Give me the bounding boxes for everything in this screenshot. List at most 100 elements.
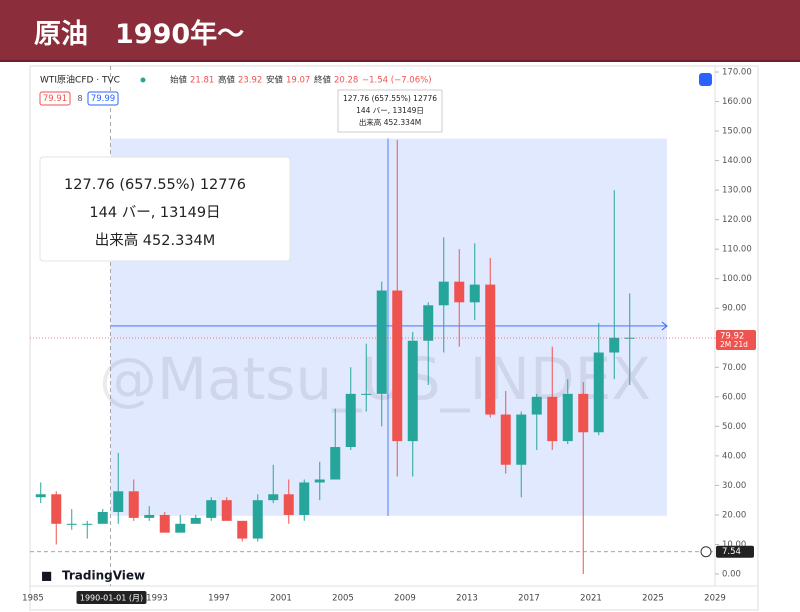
candle-body [469, 284, 480, 303]
candle-body [516, 414, 527, 465]
y-tick-label: 100.00 [722, 274, 752, 284]
measure-text-small: 144 バー, 13149日 [356, 106, 424, 115]
candle-body [144, 514, 155, 518]
ohlc-label: 高値 [218, 75, 236, 86]
y-tick-label: 30.00 [722, 481, 746, 491]
x-tick-label: 2025 [642, 594, 664, 604]
countdown-label: 2M 21d [720, 340, 748, 349]
y-tick-label: 150.00 [722, 127, 752, 137]
candle-body [159, 514, 170, 533]
ohlc-value: 21.81 [190, 76, 214, 86]
ohlc-value: 20.28 [334, 76, 358, 86]
last-price-label: 79.92 [720, 332, 744, 342]
y-tick-label: 120.00 [722, 215, 752, 225]
candle-body [175, 523, 186, 533]
symbol: WTI原油CFD · TVC [40, 74, 120, 86]
candle-body [407, 340, 418, 442]
crosshair-date-tag [76, 591, 147, 604]
candle-body [268, 494, 279, 501]
candle-body [562, 393, 573, 442]
x-tick-label: 1997 [208, 594, 230, 604]
candle-body [113, 491, 124, 512]
candle-body [593, 352, 604, 433]
candle-body [283, 494, 294, 515]
y-tick-label: 50.00 [722, 422, 746, 432]
ohlc-label: 終値 [314, 75, 332, 86]
measure-text-small: 出来高 452.334M [359, 117, 421, 127]
plus-button [700, 546, 712, 558]
candle-body [578, 393, 589, 433]
bid-box [39, 91, 71, 106]
candle-body [190, 517, 201, 524]
measure-arrow [661, 321, 668, 331]
brand: TradingView [62, 569, 145, 583]
ask: 79.99 [91, 94, 115, 104]
y-tick-label: 170.00 [722, 68, 752, 78]
x-tick-label: 2009 [394, 594, 416, 604]
candle-body [330, 447, 341, 480]
x-tick-label: 2021 [580, 594, 602, 604]
candle-body [82, 523, 93, 525]
x-tick-label: 2013 [456, 594, 478, 604]
candle-body [500, 414, 511, 465]
watermark: @Matsu_US_INDEX [99, 345, 651, 413]
measure-tooltip-large [39, 156, 291, 262]
candle-body [237, 520, 248, 539]
candle-body [361, 393, 372, 395]
spread: 8 [77, 94, 82, 103]
x-tick-label: 1993 [146, 594, 168, 604]
candle-body [609, 337, 620, 353]
y-tick-label: 20.00 [722, 510, 746, 520]
measure-text-small: 127.76 (657.55%) 12776 [343, 94, 437, 103]
candle-body [345, 393, 356, 448]
x-tick-label: 2017 [518, 594, 540, 604]
candle-body [66, 523, 77, 525]
measure-text-large: 144 バー, 13149日 [89, 205, 220, 221]
candle-body [51, 494, 62, 524]
ohlc-value: 23.92 [238, 76, 262, 86]
candle-body [438, 281, 449, 306]
candle-body [299, 482, 310, 515]
crosshair-price-label: 7.54 [722, 547, 741, 557]
header: 原油 1990年〜 [0, 0, 800, 62]
candle-body [624, 337, 635, 339]
ohlc-value: 19.07 [286, 76, 310, 86]
measure-text-large: 出来高 452.334M [95, 232, 216, 249]
y-tick-label: 60.00 [722, 392, 746, 402]
candle-body [454, 281, 465, 303]
y-tick-label: 130.00 [722, 186, 752, 196]
header-title: 原油 1990年〜 [34, 19, 245, 50]
last-price-tag [716, 330, 756, 351]
y-tick-label: 110.00 [722, 245, 752, 255]
x-tick-label: 2005 [332, 594, 354, 604]
candle-body [252, 500, 263, 539]
candle-body [531, 396, 542, 415]
measure-tooltip-small [337, 89, 443, 133]
y-tick-label: 70.00 [722, 363, 746, 373]
y-tick-label: 0.00 [722, 570, 741, 580]
x-tick-label: 2001 [270, 594, 292, 604]
ohlc-label: 始値 [170, 75, 188, 86]
candle-body [547, 396, 558, 442]
candle-body [35, 494, 46, 498]
candle-body [97, 511, 108, 524]
ohlc-label: 安値 [266, 75, 284, 86]
crosshair-price-tag [716, 545, 754, 558]
y-tick-label: 10.00 [722, 540, 746, 550]
candle-body [376, 290, 387, 394]
x-tick-label: 2029 [704, 594, 726, 604]
candle-body [314, 479, 325, 483]
y-tick-label: 40.00 [722, 451, 746, 461]
candle-body [221, 500, 232, 521]
ask-box [87, 91, 119, 106]
sync-button [699, 73, 712, 86]
status-dot [140, 77, 146, 83]
candle-body [206, 500, 217, 518]
candle-body [128, 491, 139, 518]
y-tick-label: 160.00 [722, 97, 752, 107]
brand-mark: ■ [41, 569, 52, 583]
crosshair-date-label: 1990-01-01 (月) [80, 594, 143, 603]
measure-text-large: 127.76 (657.55%) 12776 [64, 177, 246, 193]
